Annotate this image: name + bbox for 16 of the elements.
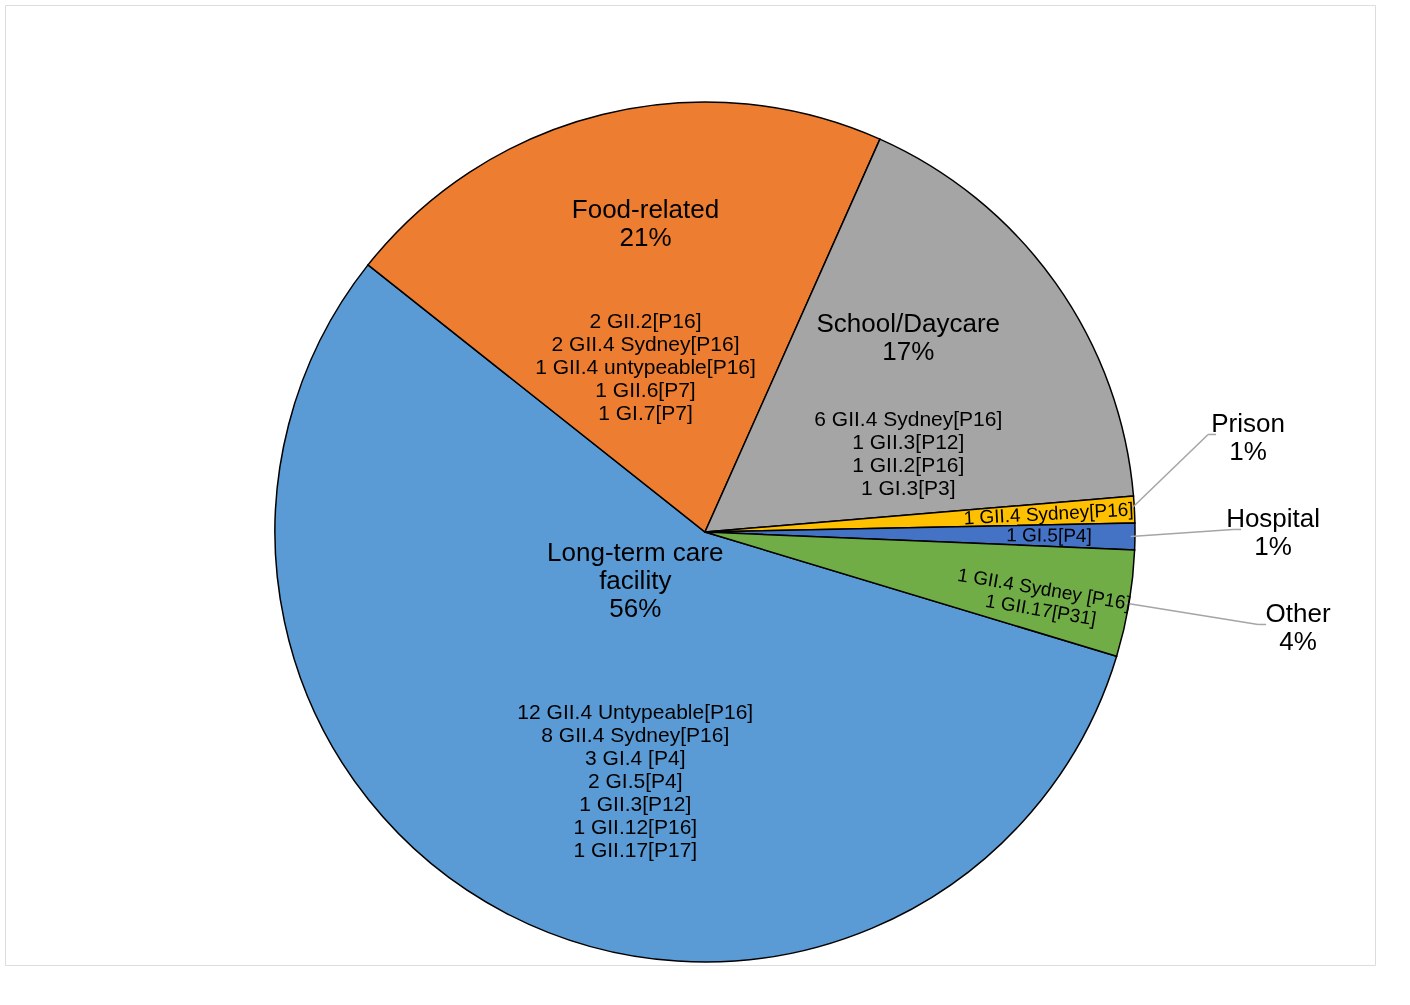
data-label: 17%: [882, 335, 935, 366]
data-label: 1%: [1254, 531, 1292, 562]
slice-label: Prison: [1211, 408, 1285, 439]
text: 12 GII.4 Untypeable[P16] 8 GII.4 Sydney[P16] 3 GI.4 [P4] 2 GI.5[P4] 1 GII.3[P12] 1 GII.12[P16] 1 GII.17[P17]: [517, 700, 754, 862]
slice-label: Long-term care facility: [547, 537, 724, 596]
data-label: 4%: [1279, 626, 1317, 657]
text: 6 GII.4 Sydney[P16] 1 GII.3[P12] 1 GII.2[P16] 1 GI.3[P3]: [814, 406, 1003, 499]
slice-label: Food-related: [571, 193, 720, 224]
slice-label: Hospital: [1226, 503, 1321, 534]
data-label: 21%: [619, 221, 672, 252]
data-label: 1%: [1229, 436, 1267, 467]
data-label: 56%: [609, 593, 662, 624]
slice-label: Other: [1265, 598, 1331, 629]
text: 1 GII.4 Sydney [P16] 1 GII.17[P31]: [956, 563, 1133, 630]
slice-label: School/Daycare: [816, 307, 1001, 338]
text: 2 GII.2[P16] 2 GII.4 Sydney[P16] 1 GII.4 untypeable[P16] 1 GII.6[P7] 1 GI.7[P7]: [535, 308, 756, 424]
